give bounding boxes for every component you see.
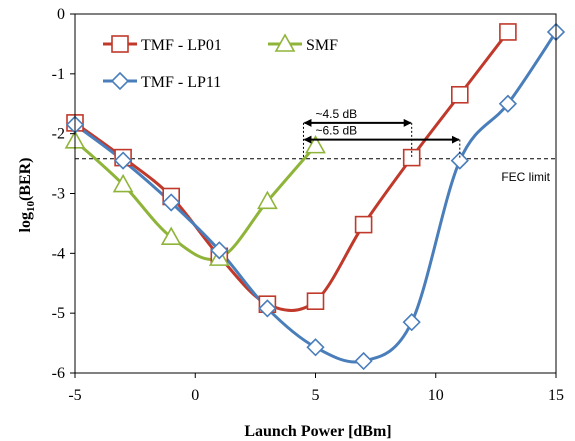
x-tick-label: 5: [312, 387, 320, 404]
legend-marker-tmf-lp11: [110, 71, 130, 91]
data-point-tmf-lp11: [113, 151, 133, 170]
legend-marker-smf: [274, 33, 296, 52]
fec-limit-label: FEC limit: [501, 170, 550, 184]
legend: TMF - LP01 SMF TMF - LP11: [103, 33, 338, 91]
x-axis-title: Launch Power [dBm]: [244, 423, 391, 440]
data-point-smf: [112, 173, 134, 193]
data-point-smf: [305, 135, 326, 154]
legend-marker-tmf-lp01: [111, 35, 129, 53]
y-tick-label: -4: [52, 245, 65, 262]
data-point-smf: [160, 226, 182, 245]
data-point-tmf-lp01: [499, 23, 517, 41]
x-tick-label: -5: [68, 387, 81, 404]
plot-frame: [74, 13, 557, 374]
data-point-tmf-lp11: [258, 299, 277, 318]
legend-label-smf: SMF: [306, 37, 338, 54]
series-line-smf: [73, 139, 317, 261]
data-point-tmf-lp01: [402, 148, 421, 167]
x-tick-label: 0: [191, 387, 199, 404]
series-line-tmf-lp01: [74, 31, 510, 312]
data-point-tmf-lp01: [354, 215, 373, 234]
axes: -5 0 5 10 150-1-2-3-4-5-6: [52, 6, 564, 404]
data-point-tmf-lp11: [306, 338, 325, 357]
data-point-tmf-lp11: [162, 193, 181, 212]
y-tick-label: 0: [57, 6, 65, 23]
legend-label-tmf-lp01: TMF - LP01: [141, 37, 222, 54]
annotation-label: ~4.5 dB: [315, 107, 357, 121]
data-point-tmf-lp11: [498, 94, 518, 113]
data-point-tmf-lp01: [306, 292, 325, 311]
y-tick-label: -5: [52, 305, 65, 322]
y-tick-label: -6: [52, 365, 65, 382]
legend-label-tmf-lp11: TMF - LP11: [141, 74, 221, 91]
data-point-tmf-lp11: [402, 313, 421, 332]
y-tick-label: -2: [52, 126, 65, 143]
x-tick-label: 15: [548, 387, 564, 404]
data-point-tmf-lp01: [450, 85, 469, 104]
y-tick-label: -3: [52, 186, 65, 203]
data-point-tmf-lp11: [354, 351, 373, 371]
data-point-tmf-lp11: [210, 241, 229, 260]
x-tick-label: 10: [428, 387, 444, 404]
data-point-tmf-lp11: [450, 151, 469, 170]
y-axis-title: log10(BER): [17, 157, 37, 232]
data-point-smf: [257, 190, 278, 210]
annotation-label: ~6.5 dB: [315, 124, 357, 138]
y-tick-label: -1: [52, 66, 65, 83]
